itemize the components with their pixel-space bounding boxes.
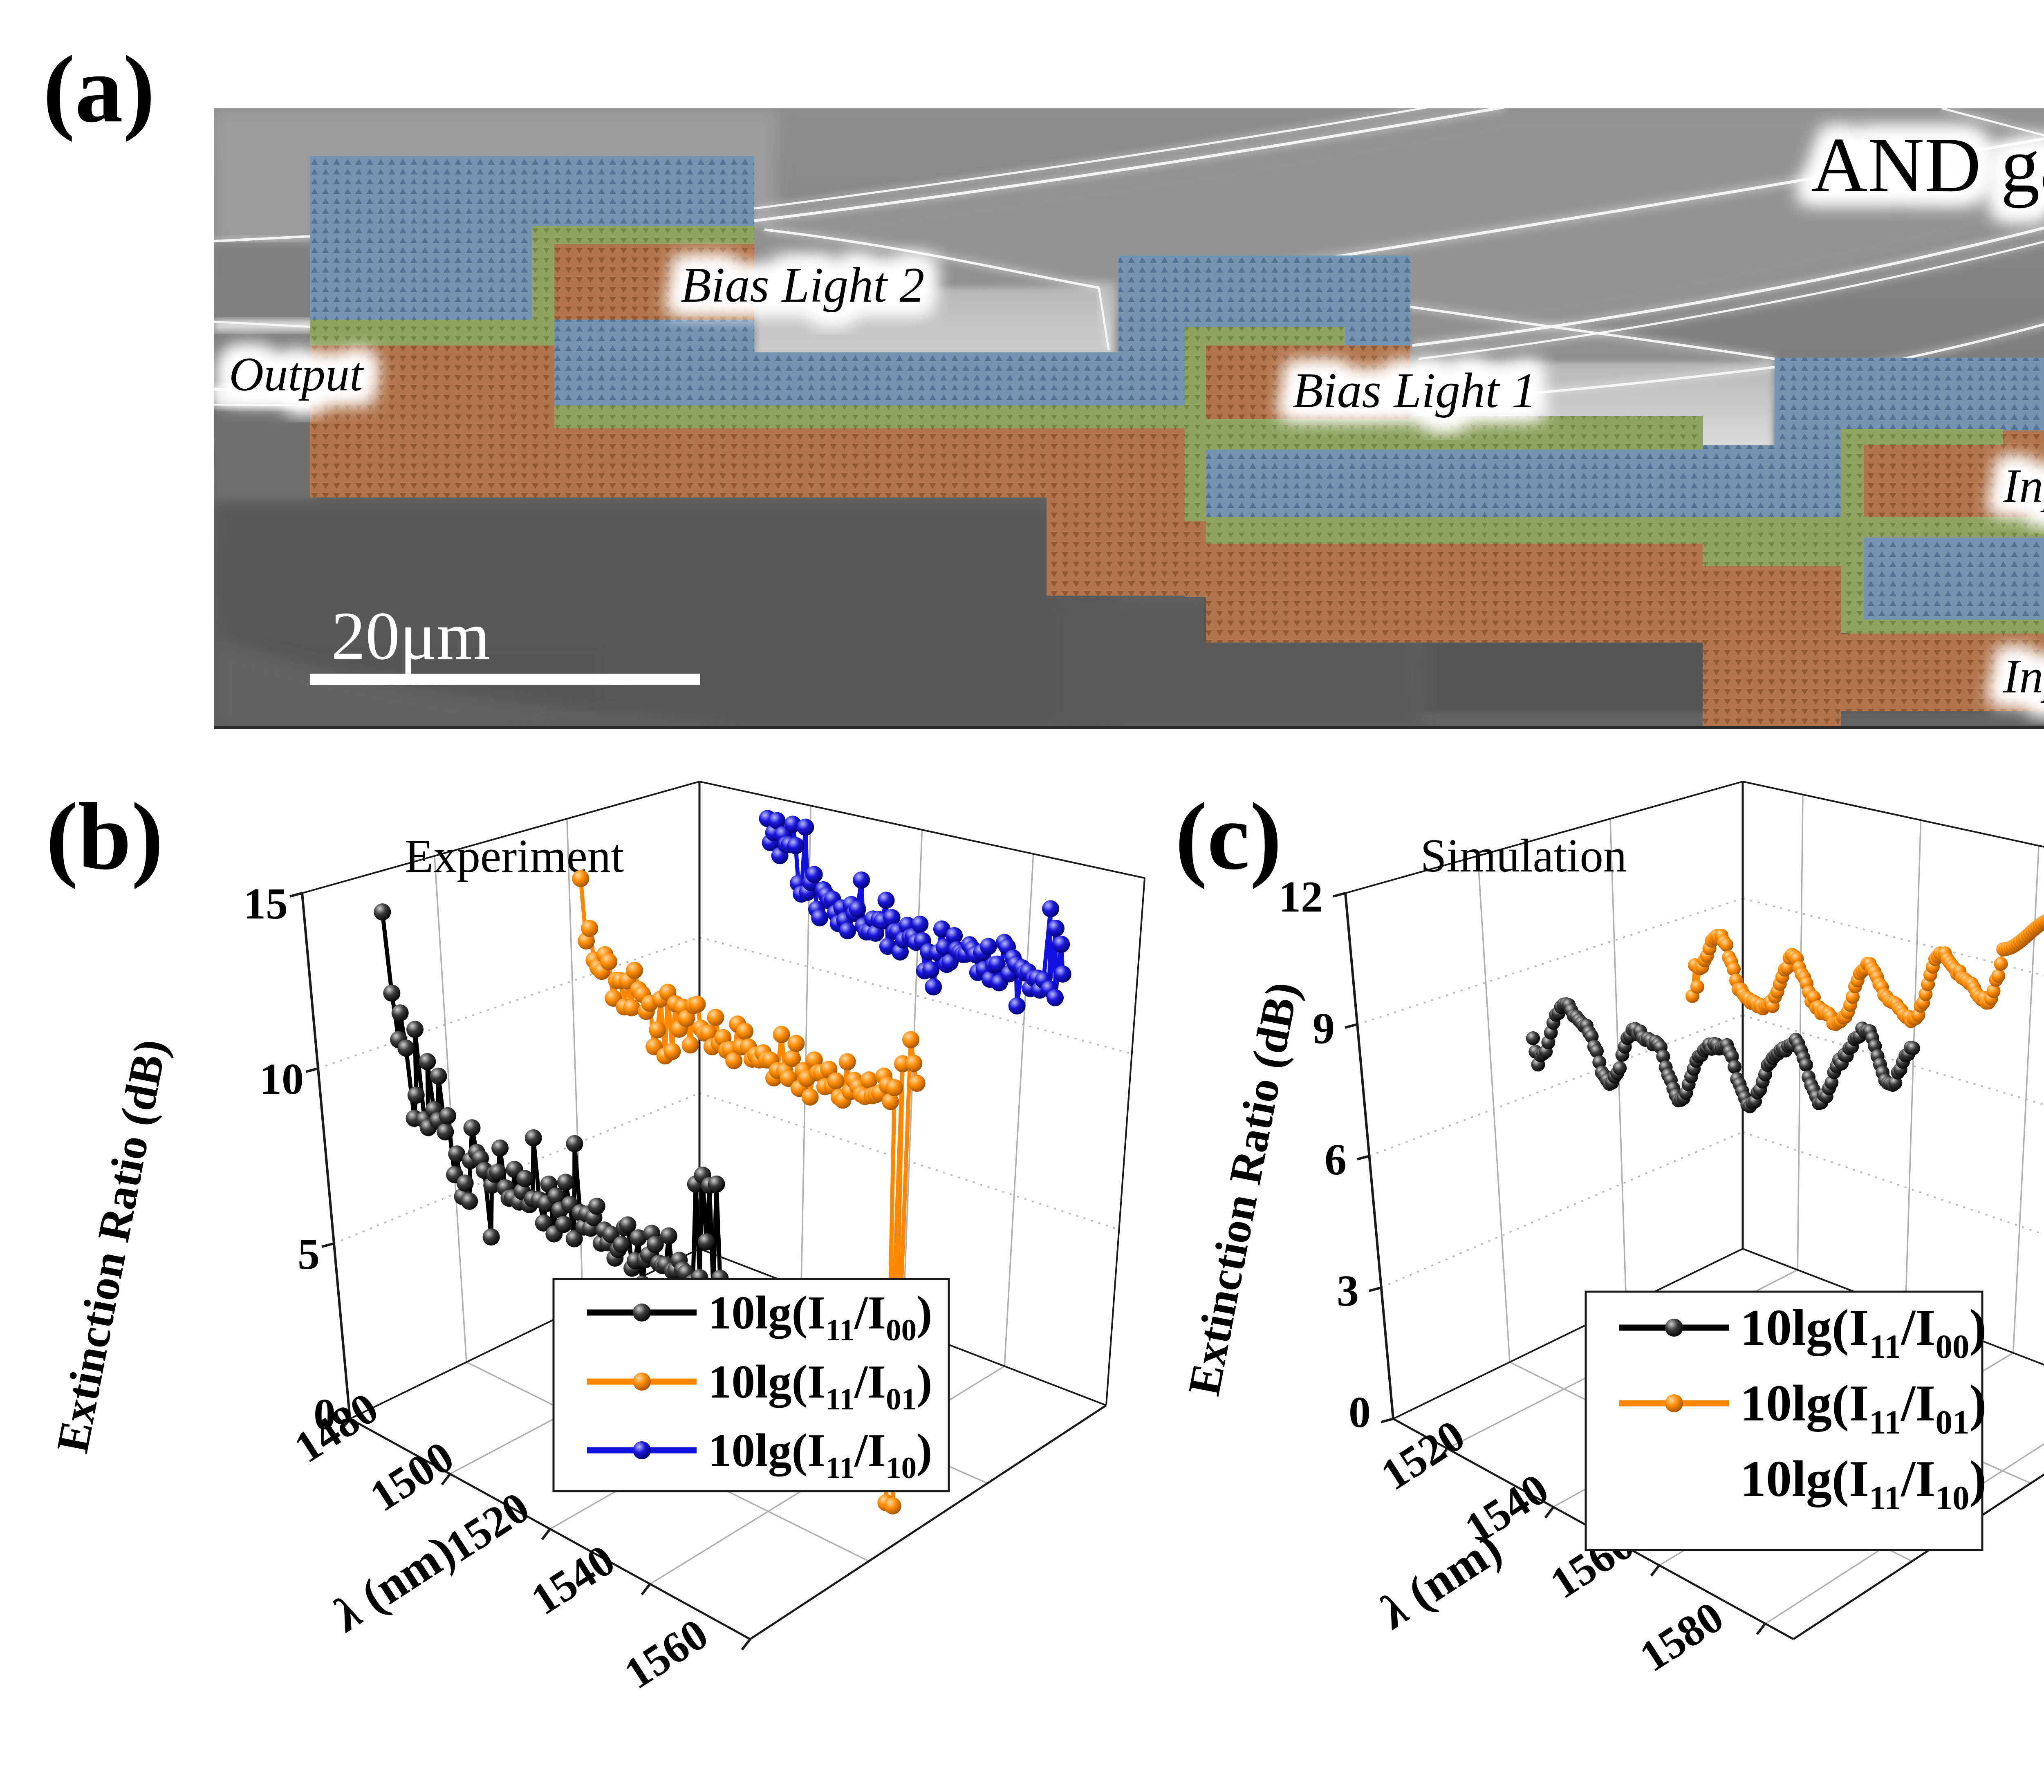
- svg-text:Input B: Input B: [2003, 650, 2044, 703]
- svg-text:Bias Light 2: Bias Light 2: [681, 258, 925, 313]
- svg-text:3: 3: [1337, 1267, 1359, 1315]
- svg-text:10lg(I11/I10): 10lg(I11/I10): [1740, 1451, 1986, 1516]
- svg-text:Experiment: Experiment: [405, 830, 624, 882]
- svg-text:(b): (b): [46, 783, 163, 889]
- svg-text:(c): (c): [1175, 783, 1282, 889]
- svg-text:20μm: 20μm: [331, 598, 490, 674]
- svg-text:(a): (a): [43, 36, 155, 142]
- svg-text:12: 12: [1279, 873, 1323, 921]
- svg-text:Output: Output: [229, 347, 364, 401]
- svg-text:0: 0: [1349, 1388, 1371, 1437]
- svg-text:6: 6: [1325, 1136, 1347, 1184]
- svg-text:Bias Light 1: Bias Light 1: [1293, 363, 1537, 418]
- svg-text:Input A: Input A: [2003, 459, 2044, 513]
- svg-text:9: 9: [1313, 1004, 1335, 1053]
- svg-text:0: 0: [314, 1390, 336, 1439]
- svg-text:10: 10: [260, 1055, 304, 1104]
- svg-text:AND gate: AND gate: [1811, 121, 2044, 208]
- svg-text:Simulation: Simulation: [1421, 830, 1627, 882]
- svg-text:5: 5: [298, 1230, 320, 1279]
- svg-text:15: 15: [244, 880, 288, 928]
